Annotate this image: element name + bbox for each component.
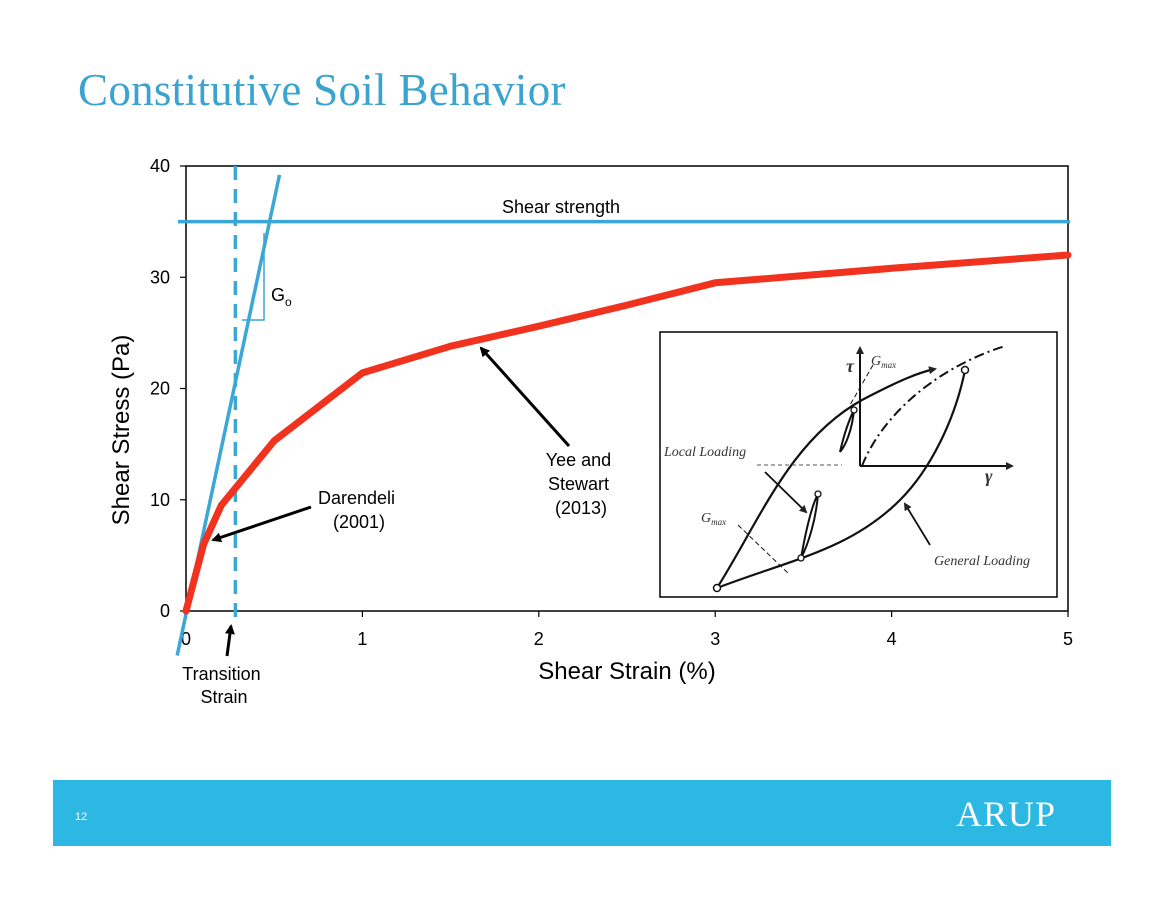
y-tick-label: 30 (150, 267, 170, 287)
inset-loading-diagram: τ γ Gmax Gmax Local Loading General Load… (659, 331, 1058, 598)
transition-strain-arrow (224, 624, 235, 657)
y-tick-label: 0 (160, 601, 170, 621)
yee-stewart-label: Yee and Stewart (2013) (546, 450, 616, 518)
x-tick-label: 0 (181, 629, 191, 649)
inset-local-loading-label: Local Loading (663, 445, 746, 460)
x-tick-label: 4 (887, 629, 897, 649)
go-label: Go (271, 285, 292, 309)
x-axis-label: Shear Strain (%) (538, 658, 715, 685)
x-tick-label: 2 (534, 629, 544, 649)
page-number: 12 (75, 811, 88, 823)
transition-strain-label: Transition Strain (182, 664, 265, 707)
x-tick-label: 1 (357, 629, 367, 649)
y-tick-label: 20 (150, 379, 170, 399)
inset-general-loading-label: General Loading (934, 554, 1030, 569)
darendeli-arrow (211, 505, 312, 543)
go-slope-triangle (242, 233, 265, 321)
inset-gamma-label: γ (985, 466, 993, 486)
inset-gmax-bottom-label: Gmax (701, 511, 726, 527)
stress-strain-chart: 0 10 20 30 40 0 1 2 3 4 5 Shear Strain (%) Shear … (108, 156, 1073, 707)
x-tick-label: 3 (710, 629, 720, 649)
y-tick-label: 40 (150, 156, 170, 176)
y-axis-label: Shear Stress (Pa) (108, 335, 135, 526)
darendeli-label: Darendeli (2001) (318, 488, 400, 532)
shear-strength-label: Shear strength (502, 197, 620, 217)
inset-tau-label: τ (846, 356, 855, 376)
yee-stewart-arrow (479, 346, 571, 448)
arup-logo: ARUP (955, 794, 1056, 834)
y-tick-label: 10 (150, 490, 170, 510)
inset-gmax-top-label: Gmax (871, 354, 896, 370)
series-line-yee-stewart (182, 251, 1072, 615)
slide-title: Constitutive Soil Behavior (78, 65, 566, 115)
slide-footer: 12 ARUP (53, 780, 1111, 846)
x-tick-label: 5 (1063, 629, 1073, 649)
